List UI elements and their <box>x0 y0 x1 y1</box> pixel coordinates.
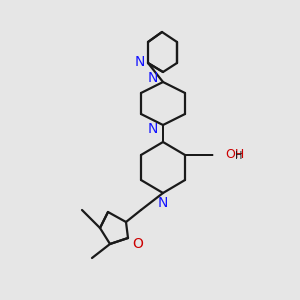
Text: OH: OH <box>225 148 244 161</box>
Text: O: O <box>133 237 143 251</box>
Text: N: N <box>135 55 145 69</box>
Text: N: N <box>148 122 158 136</box>
Text: N: N <box>148 71 158 85</box>
Text: N: N <box>158 196 168 210</box>
Text: H: H <box>235 151 242 161</box>
